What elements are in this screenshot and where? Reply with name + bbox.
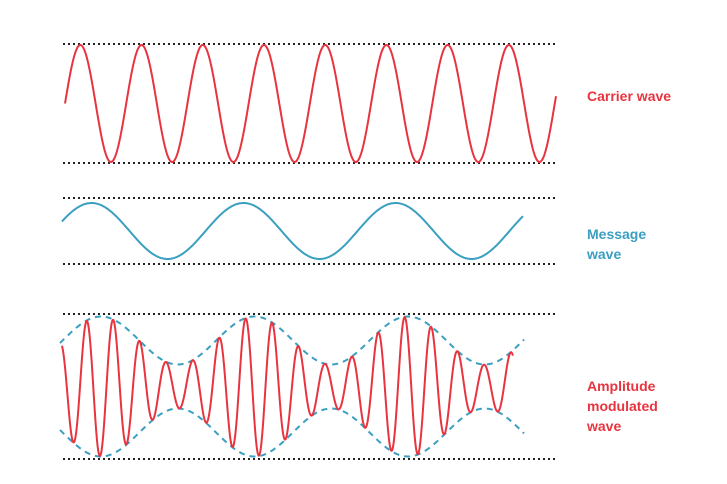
carrier-wave-label-line: Carrier wave: [587, 88, 672, 104]
modulated-wave-label-line: Amplitude: [587, 378, 656, 394]
message-wave-label-line: wave: [587, 246, 622, 262]
lower-envelope: [59, 407, 525, 458]
message-wave-label: Message wave: [587, 224, 646, 264]
amplitude-modulated-wave: [61, 316, 514, 458]
carrier-wave-label: Carrier wave: [587, 86, 671, 106]
modulated-wave-label: Amplitude modulated wave: [587, 376, 658, 436]
modulated-panel: [59, 313, 556, 460]
modulated-wave-label-line: wave: [587, 418, 622, 434]
carrier-wave: [64, 43, 557, 164]
carrier-panel: [63, 43, 557, 164]
message-wave-label-line: Message: [587, 226, 647, 242]
modulated-wave-label-line: modulated: [587, 398, 658, 414]
message-panel: [61, 197, 556, 265]
upper-envelope: [59, 315, 525, 366]
message-wave: [61, 202, 524, 260]
